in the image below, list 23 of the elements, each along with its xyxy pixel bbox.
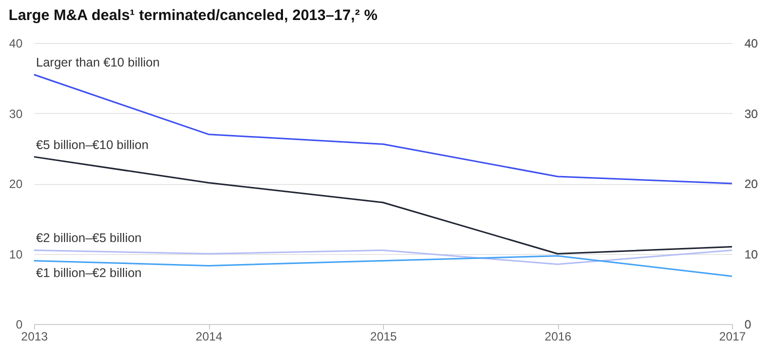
line-series	[33, 74, 733, 184]
chart-title: Large M&A deals¹ terminated/canceled, 2013–17,² %	[8, 7, 378, 24]
y-tick-label: 40	[9, 36, 23, 50]
y2-tick-label: 30	[744, 106, 758, 121]
y-tick-label: 10	[9, 247, 23, 262]
x-tick-label: 2016	[544, 330, 572, 344]
series-label: Larger than €10 billion	[36, 56, 160, 70]
series-label: €2 billion–€5 billion	[36, 231, 142, 246]
y2-tick-label: 20	[744, 177, 758, 191]
x-tick-label: 2015	[370, 330, 398, 344]
y2-tick-label: 10	[744, 247, 758, 262]
y-tick-label: 0	[16, 318, 23, 332]
line-series	[33, 255, 733, 277]
y-tick-label: 20	[9, 177, 23, 191]
x-tick-label: 2013	[21, 330, 48, 344]
x-tick-label: 2014	[196, 330, 223, 344]
series-label: €1 billion–€2 billion	[36, 266, 142, 280]
line-series	[33, 156, 733, 254]
series-label: €5 billion–€10 billion	[36, 138, 149, 152]
y-tick-label: 30	[9, 106, 23, 121]
x-tick-label: 2017	[719, 330, 746, 344]
y2-tick-label: 40	[744, 36, 758, 50]
y2-tick-label: 0	[744, 318, 752, 332]
